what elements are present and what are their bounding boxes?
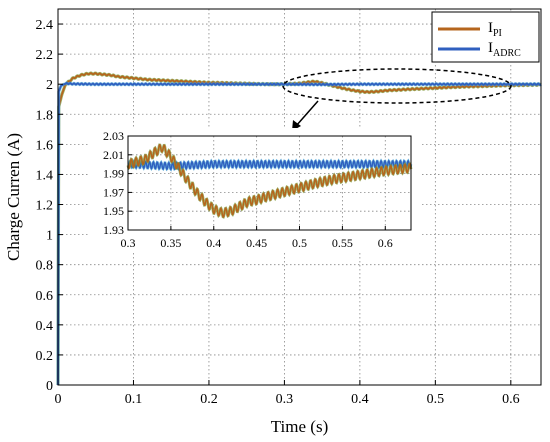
x-tick-label: 0.3 xyxy=(276,392,294,407)
y-tick-label: 1.8 xyxy=(36,108,54,123)
inset-x-tick-label: 0.4 xyxy=(206,236,221,250)
x-tick-label: 0.4 xyxy=(351,392,369,407)
y-tick-label: 0.6 xyxy=(36,289,54,304)
y-tick-label: 1.4 xyxy=(36,168,54,183)
legend-box xyxy=(431,11,540,63)
x-tick-label: 0.6 xyxy=(502,392,520,407)
inset-series xyxy=(126,143,413,219)
inset-y-tick-label: 1.97 xyxy=(103,185,124,199)
inset-x-tick-label: 0.5 xyxy=(292,236,307,250)
inset-x-tick-label: 0.45 xyxy=(246,236,267,250)
inset-y-tick-label: 1.99 xyxy=(103,167,124,181)
inset-x-tick-label: 0.3 xyxy=(121,236,136,250)
inset-tick-labels: 0.3 0.35 0.4 0.45 0.5 0.55 0.6 1.93 1.95 1.97 1.99… xyxy=(103,129,393,250)
inset-series-pi-line xyxy=(127,144,412,219)
legend-label-pi-main: I xyxy=(488,20,493,36)
legend-label-adrc-sub: ADRC xyxy=(493,48,521,59)
inset-background xyxy=(88,128,421,252)
inset-y-tick-label: 2.01 xyxy=(103,148,124,162)
y-tick-label: 0.4 xyxy=(36,319,54,334)
main-tick-labels: 0 0.1 0.2 0.3 0.4 0.5 0.6 0 0.2 0.4 0.6 0.8 1 1.2 1.4 1… xyxy=(36,18,520,407)
x-tick-label: 0 xyxy=(55,392,62,407)
x-tick-label: 0.5 xyxy=(427,392,445,407)
legend-label-adrc: IADRC xyxy=(488,40,521,59)
series-adrc-line xyxy=(57,82,542,386)
inset-y-tick-label: 2.03 xyxy=(103,129,124,143)
y-tick-label: 2 xyxy=(46,78,53,93)
x-axis-label: Time (s) xyxy=(271,417,328,436)
inset-y-tick-label: 1.95 xyxy=(103,204,124,218)
y-tick-label: 2.2 xyxy=(36,48,54,63)
inset-x-tick-label: 0.6 xyxy=(378,236,393,250)
legend-label-pi-sub: PI xyxy=(493,28,502,39)
y-tick-label: 0 xyxy=(46,379,53,394)
y-tick-label: 1 xyxy=(46,229,53,244)
x-tick-label: 0.1 xyxy=(125,392,143,407)
zoom-region-ellipse xyxy=(282,68,512,104)
y-axis-label: Charge Curren (A) xyxy=(4,133,23,261)
y-tick-label: 0.2 xyxy=(36,349,54,364)
inset-x-tick-label: 0.35 xyxy=(160,236,181,250)
inset-plot-frame xyxy=(127,135,412,231)
legend-label-adrc-main: I xyxy=(488,40,493,56)
zoom-arrow xyxy=(295,100,319,127)
legend-label-pi: IPI xyxy=(488,20,502,39)
y-tick-label: 0.8 xyxy=(36,259,54,274)
y-tick-label: 1.2 xyxy=(36,199,54,214)
main-plot-frame xyxy=(57,8,542,386)
inset-y-tick-label: 1.93 xyxy=(103,223,124,237)
y-tick-label: 1.6 xyxy=(36,138,54,153)
x-tick-label: 0.2 xyxy=(200,392,218,407)
inset-x-tick-label: 0.55 xyxy=(332,236,353,250)
legend: IPI IADRC xyxy=(431,11,540,63)
y-tick-label: 2.4 xyxy=(36,18,54,33)
main-series xyxy=(56,71,542,386)
